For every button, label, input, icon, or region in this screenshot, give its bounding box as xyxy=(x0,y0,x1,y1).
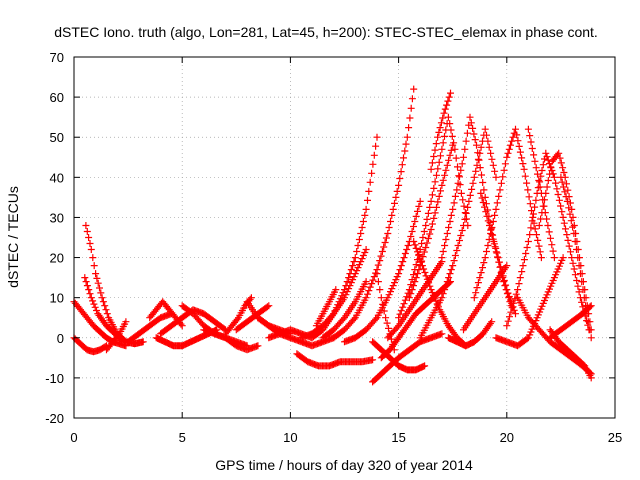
x-tick-label: 0 xyxy=(70,430,77,445)
chart-title: dSTEC Iono. truth (algo, Lon=281, Lat=45… xyxy=(54,24,598,40)
y-tick-label: -20 xyxy=(45,411,64,426)
series-markers xyxy=(377,278,454,362)
data-series xyxy=(444,318,496,350)
data-series xyxy=(546,326,595,382)
data-series xyxy=(103,318,130,354)
series-markers xyxy=(405,141,457,302)
y-tick-label: 60 xyxy=(50,90,64,105)
data-series xyxy=(341,197,424,346)
data-series xyxy=(286,334,338,350)
series-markers xyxy=(124,310,175,346)
x-axis-label: GPS time / hours of day 320 of year 2014 xyxy=(215,457,473,473)
series-markers xyxy=(293,350,377,370)
series-markers xyxy=(308,133,381,342)
series-markers xyxy=(330,85,418,342)
series-markers xyxy=(427,89,454,173)
series-markers xyxy=(82,222,147,348)
x-tick-label: 10 xyxy=(283,430,297,445)
data-series xyxy=(293,350,377,370)
y-tick-label: 30 xyxy=(50,210,64,225)
tick-labels: 0 5 10 15 20 25 -20 -10 0 10 20 30 40 50 60 70 xyxy=(45,50,622,445)
axis-ticks xyxy=(73,56,616,419)
data-series xyxy=(524,125,558,262)
x-tick-label: 20 xyxy=(500,430,514,445)
data-series xyxy=(319,278,370,342)
data-series xyxy=(427,89,454,173)
series-markers xyxy=(470,125,545,302)
y-tick-label: 0 xyxy=(57,331,64,346)
y-tick-label: 40 xyxy=(50,170,64,185)
data-series xyxy=(503,149,593,334)
series-markers xyxy=(312,286,340,330)
grid xyxy=(74,57,615,418)
y-tick-label: 50 xyxy=(50,130,64,145)
data-series xyxy=(200,326,262,354)
data-series xyxy=(377,278,454,362)
x-tick-label: 5 xyxy=(179,430,186,445)
plot-frame xyxy=(73,56,616,419)
data-series xyxy=(557,173,595,342)
y-tick-label: 20 xyxy=(50,251,64,266)
data-series xyxy=(330,85,418,342)
series-markers xyxy=(286,334,338,350)
data-points xyxy=(70,85,595,386)
y-axis-label: dSTEC / TECUs xyxy=(5,186,21,288)
y-tick-label: 10 xyxy=(50,291,64,306)
data-series xyxy=(395,113,472,322)
data-series xyxy=(470,125,545,302)
series-markers xyxy=(557,173,595,342)
series-markers xyxy=(444,318,496,350)
data-series xyxy=(312,286,340,330)
data-series xyxy=(82,222,147,348)
series-markers xyxy=(395,113,472,322)
y-tick-label: 70 xyxy=(50,50,64,65)
series-markers xyxy=(341,197,424,346)
x-tick-label: 25 xyxy=(608,430,622,445)
data-series xyxy=(405,141,457,302)
series-markers xyxy=(503,149,593,334)
x-tick-label: 15 xyxy=(391,430,405,445)
y-tick-label: -10 xyxy=(45,371,64,386)
series-markers xyxy=(200,326,262,354)
data-series xyxy=(308,133,381,342)
series-markers xyxy=(546,326,595,382)
data-series xyxy=(124,310,175,346)
series-markers xyxy=(524,125,558,262)
series-markers xyxy=(319,278,370,342)
series-markers xyxy=(103,318,130,354)
